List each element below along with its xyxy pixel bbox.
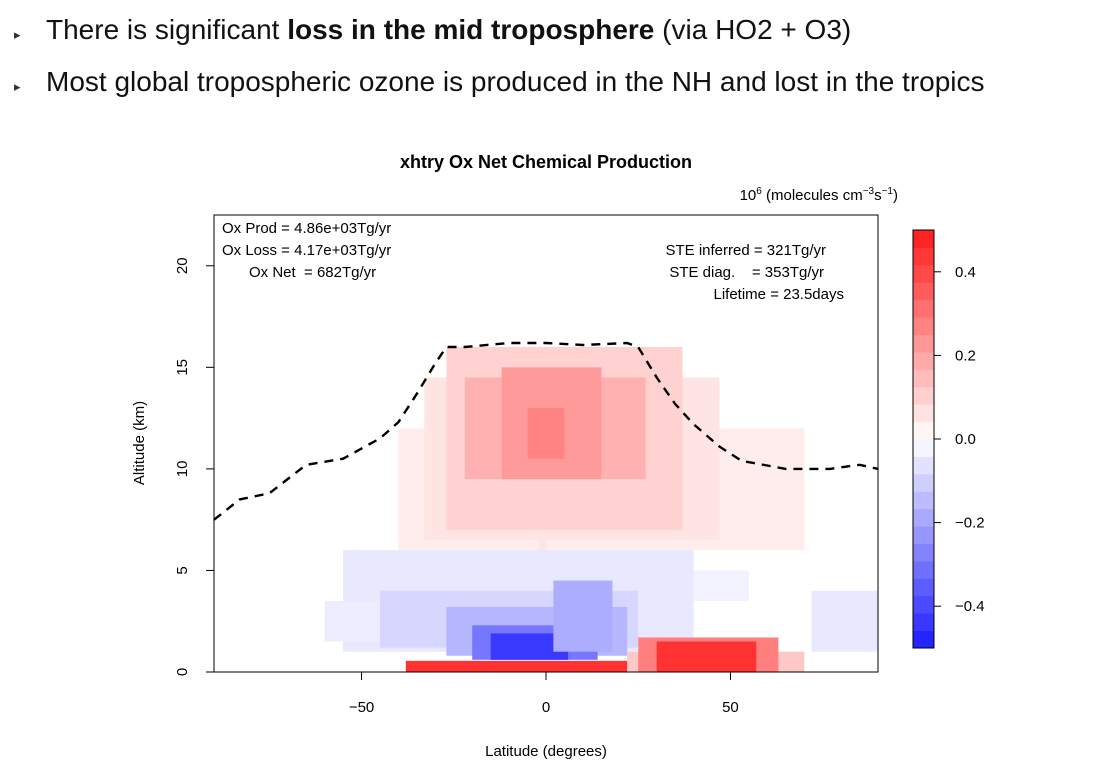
y-axis-label: Altitude (km) (131, 401, 148, 485)
x-axis: −50 0 50 (349, 672, 739, 716)
ox-prod-annotation: Ox Prod = 4.86e+03Tg/yr (222, 220, 391, 237)
y-tick-label: 10 (174, 461, 191, 478)
colorbar-segment (913, 560, 934, 579)
colorbar-segment (913, 334, 934, 353)
tropopause-line (213, 341, 879, 521)
y-tick-label: 0 (174, 668, 191, 676)
ox-production-chart: xhtry Ox Net Chemical Production 106 (mo… (131, 152, 985, 760)
ste-diag-annotation: STE diag. = 353Tg/yr (669, 264, 824, 281)
bullet-text: There is significant loss in the mid tro… (46, 14, 852, 45)
colorbar-segment (913, 421, 934, 440)
colorbar-tick-label: −0.4 (955, 598, 985, 615)
heatmap-cell (811, 590, 878, 652)
colorbar-segment (913, 264, 934, 283)
heatmap-field (324, 347, 878, 672)
ox-loss-annotation: Ox Loss = 4.17e+03Tg/yr (222, 242, 391, 259)
colorbar-segment (913, 491, 934, 510)
x-tick-label: −50 (349, 699, 374, 716)
heatmap-cell (693, 570, 749, 601)
colorbar-segment (913, 282, 934, 301)
ox-net-annotation: Ox Net = 682Tg/yr (249, 264, 376, 281)
colorbar-segment (913, 369, 934, 388)
chart-title: xhtry Ox Net Chemical Production (400, 152, 692, 172)
colorbar-segment (913, 595, 934, 614)
colorbar-segment (913, 351, 934, 370)
colorbar-tick-label: −0.2 (955, 515, 985, 532)
colorbar-segment (913, 613, 934, 632)
lifetime-annotation: Lifetime = 23.5days (714, 286, 845, 303)
colorbar-segment (913, 630, 934, 649)
y-tick-label: 15 (174, 359, 191, 376)
colorbar-segment (913, 247, 934, 266)
bullet-marker-icon: ▸ (14, 79, 21, 94)
colorbar-tick-label: 0.0 (955, 431, 976, 448)
heatmap-cell (527, 407, 565, 459)
colorbar-segment (913, 473, 934, 492)
colorbar-segment (913, 543, 934, 562)
ste-inferred-annotation: STE inferred = 321Tg/yr (666, 242, 827, 259)
colorbar-segment (913, 578, 934, 597)
heatmap-cell (656, 641, 757, 672)
colorbar-segment (913, 404, 934, 423)
colorbar: 0.4 0.2 0.0 −0.2 −0.4 (912, 229, 985, 649)
colorbar-segment (913, 386, 934, 405)
heatmap-cell (405, 660, 639, 672)
y-axis: 0 5 10 15 20 (174, 257, 214, 676)
units-label: 106 (molecules cm−3s−1) (740, 186, 898, 204)
x-tick-label: 50 (722, 699, 739, 716)
x-axis-label: Latitude (degrees) (485, 743, 607, 760)
bullet-marker-icon: ▸ (14, 27, 21, 42)
colorbar-segment (913, 526, 934, 544)
colorbar-segment (913, 456, 934, 475)
colorbar-segment (913, 508, 934, 527)
x-tick-label: 0 (542, 699, 550, 716)
colorbar-segment (913, 439, 934, 457)
heatmap-cell (538, 529, 546, 561)
colorbar-tick-label: 0.4 (955, 264, 976, 281)
bullet-text: Most global tropospheric ozone is produc… (46, 66, 985, 97)
heatmap-cell (324, 600, 380, 642)
colorbar-tick-label: 0.2 (955, 347, 976, 364)
colorbar-segment (913, 299, 934, 318)
colorbar-segment (913, 317, 934, 335)
heatmap-cell (553, 580, 613, 652)
y-tick-label: 20 (174, 257, 191, 274)
y-tick-label: 5 (174, 566, 191, 574)
colorbar-segment (913, 230, 934, 248)
